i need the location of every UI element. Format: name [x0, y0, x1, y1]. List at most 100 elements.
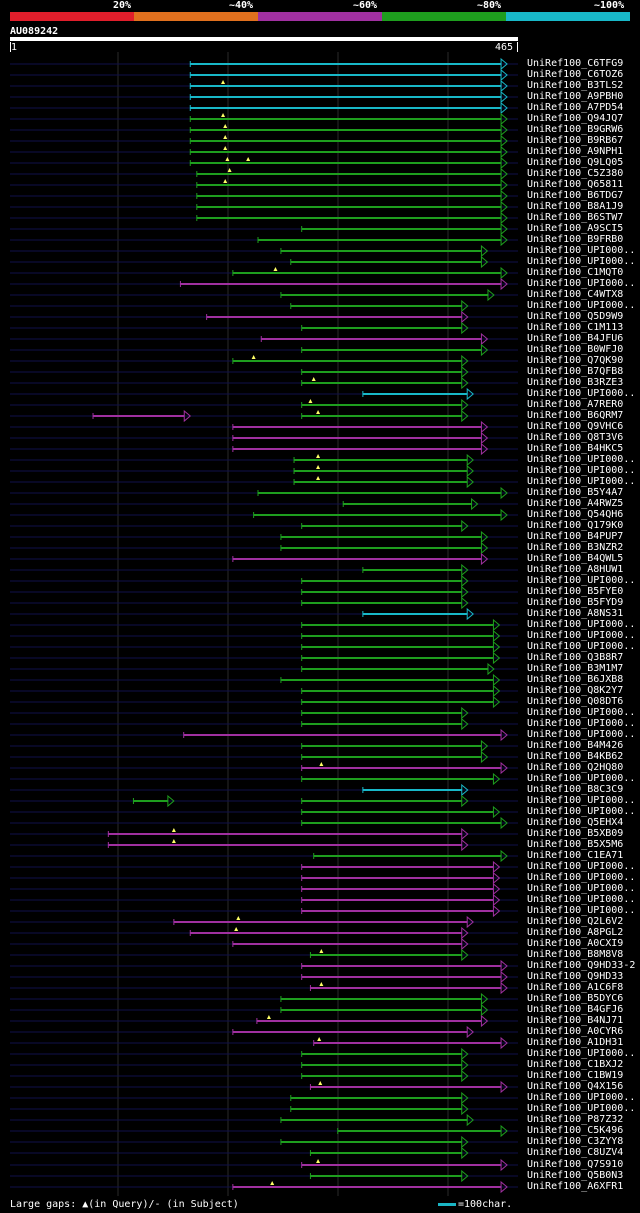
hit-label[interactable]: UniRef100_B5FYD9 — [527, 597, 624, 608]
hit-label[interactable]: UniRef100_UPI000.. — [527, 905, 636, 916]
hit-label[interactable]: UniRef100_A4RWZ5 — [527, 498, 624, 509]
hit-label[interactable]: UniRef100_A0CXI9 — [527, 938, 624, 949]
hit-label[interactable]: UniRef100_UPI000.. — [527, 300, 636, 311]
hit-label[interactable]: UniRef100_UPI000.. — [527, 256, 636, 267]
hit-label[interactable]: UniRef100_B4HKC5 — [527, 443, 624, 454]
hit-label[interactable]: UniRef100_Q8T3V6 — [527, 432, 624, 443]
hit-label[interactable]: UniRef100_C1M113 — [527, 322, 624, 333]
hit-label[interactable]: UniRef100_B4M426 — [527, 740, 624, 751]
hit-label[interactable]: UniRef100_B3M1M7 — [527, 663, 624, 674]
hit-label[interactable]: UniRef100_UPI000.. — [527, 630, 636, 641]
hit-label[interactable]: UniRef100_Q179K0 — [527, 520, 624, 531]
hit-label[interactable]: UniRef100_C6TFG9 — [527, 58, 624, 69]
hit-label[interactable]: UniRef100_A9PBH0 — [527, 91, 624, 102]
hit-label[interactable]: UniRef100_UPI000.. — [527, 894, 636, 905]
hit-label[interactable]: UniRef100_A8HUW1 — [527, 564, 624, 575]
hit-label[interactable]: UniRef100_UPI000.. — [527, 773, 636, 784]
hit-label[interactable]: UniRef100_UPI000.. — [527, 465, 636, 476]
hit-label[interactable]: UniRef100_UPI000.. — [527, 245, 636, 256]
hit-label[interactable]: UniRef100_UPI000.. — [527, 872, 636, 883]
hit-label[interactable]: UniRef100_B3NZR2 — [527, 542, 624, 553]
hit-label[interactable]: UniRef100_A7RER0 — [527, 399, 624, 410]
hit-label[interactable]: UniRef100_C4WTX8 — [527, 289, 624, 300]
hit-label[interactable]: UniRef100_B3RZE3 — [527, 377, 624, 388]
hit-label[interactable]: UniRef100_UPI000.. — [527, 575, 636, 586]
hit-label[interactable]: UniRef100_B8C3C9 — [527, 784, 624, 795]
hit-label[interactable]: UniRef100_C1BW19 — [527, 1070, 624, 1081]
hit-label[interactable]: UniRef100_B4GFJ6 — [527, 1004, 624, 1015]
hit-label[interactable]: UniRef100_P87Z32 — [527, 1114, 624, 1125]
hit-label[interactable]: UniRef100_Q5B0N3 — [527, 1170, 624, 1181]
hit-label[interactable]: UniRef100_UPI000.. — [527, 718, 636, 729]
hit-label[interactable]: UniRef100_Q54QH6 — [527, 509, 624, 520]
hit-label[interactable]: UniRef100_Q2HQ80 — [527, 762, 624, 773]
hit-label[interactable]: UniRef100_Q2L6V2 — [527, 916, 624, 927]
hit-label[interactable]: UniRef100_UPI000.. — [527, 641, 636, 652]
hit-label[interactable]: UniRef100_C5Z380 — [527, 168, 624, 179]
hit-label[interactable]: UniRef100_Q3B8R7 — [527, 652, 624, 663]
hit-label[interactable]: UniRef100_A1DH31 — [527, 1037, 624, 1048]
hit-label[interactable]: UniRef100_A8NS31 — [527, 608, 624, 619]
hit-label[interactable]: UniRef100_B5Y4A7 — [527, 487, 624, 498]
hit-label[interactable]: UniRef100_A6XFR1 — [527, 1181, 624, 1192]
hit-label[interactable]: UniRef100_Q8K2Y7 — [527, 685, 624, 696]
hit-label[interactable]: UniRef100_B3TLS2 — [527, 80, 624, 91]
hit-label[interactable]: UniRef100_Q9VHC6 — [527, 421, 624, 432]
hit-label[interactable]: UniRef100_B9RB67 — [527, 135, 624, 146]
hit-label[interactable]: UniRef100_C3ZYY8 — [527, 1136, 624, 1147]
hit-label[interactable]: UniRef100_B5XB09 — [527, 828, 624, 839]
hit-label[interactable]: UniRef100_C8UZV4 — [527, 1147, 624, 1158]
hit-label[interactable]: UniRef100_Q94JQ7 — [527, 113, 624, 124]
hit-label[interactable]: UniRef100_B8A1J9 — [527, 201, 624, 212]
hit-label[interactable]: UniRef100_Q4X156 — [527, 1081, 624, 1092]
hit-label[interactable]: UniRef100_UPI000.. — [527, 1048, 636, 1059]
hit-label[interactable]: UniRef100_B9GRW6 — [527, 124, 624, 135]
hit-label[interactable]: UniRef100_B9FRB0 — [527, 234, 624, 245]
hit-label[interactable]: UniRef100_B5X5M6 — [527, 839, 624, 850]
hit-label[interactable]: UniRef100_UPI000.. — [527, 806, 636, 817]
hit-label[interactable]: UniRef100_Q7QK90 — [527, 355, 624, 366]
hit-label[interactable]: UniRef100_B4KB62 — [527, 751, 624, 762]
hit-label[interactable]: UniRef100_B6STW7 — [527, 212, 624, 223]
hit-label[interactable]: UniRef100_B6JXB8 — [527, 674, 624, 685]
hit-label[interactable]: UniRef100_Q08DT6 — [527, 696, 624, 707]
hit-label[interactable]: UniRef100_B4JFU6 — [527, 333, 624, 344]
hit-label[interactable]: UniRef100_UPI000.. — [527, 861, 636, 872]
hit-label[interactable]: UniRef100_Q65811 — [527, 179, 624, 190]
hit-label[interactable]: UniRef100_Q9LQ05 — [527, 157, 624, 168]
hit-label[interactable]: UniRef100_UPI000.. — [527, 795, 636, 806]
hit-label[interactable]: UniRef100_A1C6F8 — [527, 982, 624, 993]
hit-label[interactable]: UniRef100_B6TDG7 — [527, 190, 624, 201]
hit-label[interactable]: UniRef100_A7PD54 — [527, 102, 624, 113]
hit-label[interactable]: UniRef100_UPI000.. — [527, 1103, 636, 1114]
hit-label[interactable]: UniRef100_C1EA71 — [527, 850, 624, 861]
hit-label[interactable]: UniRef100_A9SCI5 — [527, 223, 624, 234]
hit-label[interactable]: UniRef100_C1MQT0 — [527, 267, 624, 278]
hit-label[interactable]: UniRef100_B4QWL5 — [527, 553, 624, 564]
hit-label[interactable]: UniRef100_Q9HD33 — [527, 971, 624, 982]
hit-label[interactable]: UniRef100_C1BXJ2 — [527, 1059, 624, 1070]
hit-label[interactable]: UniRef100_C6TOZ6 — [527, 69, 624, 80]
hit-label[interactable]: UniRef100_B0WFJ0 — [527, 344, 624, 355]
hit-label[interactable]: UniRef100_A0CYR6 — [527, 1026, 624, 1037]
hit-label[interactable]: UniRef100_A8PGL2 — [527, 927, 624, 938]
hit-label[interactable]: UniRef100_UPI000.. — [527, 729, 636, 740]
hit-label[interactable]: UniRef100_UPI000.. — [527, 476, 636, 487]
hit-label[interactable]: UniRef100_B5DYC6 — [527, 993, 624, 1004]
hit-label[interactable]: UniRef100_B4PUP7 — [527, 531, 624, 542]
hit-label[interactable]: UniRef100_A9NPH1 — [527, 146, 624, 157]
hit-label[interactable]: UniRef100_UPI000.. — [527, 707, 636, 718]
hit-label[interactable]: UniRef100_UPI000.. — [527, 619, 636, 630]
hit-label[interactable]: UniRef100_B8M8V8 — [527, 949, 624, 960]
hit-label[interactable]: UniRef100_UPI000.. — [527, 883, 636, 894]
hit-label[interactable]: UniRef100_B7QFB8 — [527, 366, 624, 377]
hit-label[interactable]: UniRef100_Q9HD33-2 — [527, 960, 636, 971]
hit-label[interactable]: UniRef100_Q7S910 — [527, 1159, 624, 1170]
hit-label[interactable]: UniRef100_UPI000.. — [527, 388, 636, 399]
hit-label[interactable]: UniRef100_UPI000.. — [527, 278, 636, 289]
hit-label[interactable]: UniRef100_B6QRM7 — [527, 410, 624, 421]
hit-label[interactable]: UniRef100_C5K496 — [527, 1125, 624, 1136]
hit-label[interactable]: UniRef100_UPI000.. — [527, 454, 636, 465]
hit-label[interactable]: UniRef100_Q5EHX4 — [527, 817, 624, 828]
hit-label[interactable]: UniRef100_B5FYE0 — [527, 586, 624, 597]
